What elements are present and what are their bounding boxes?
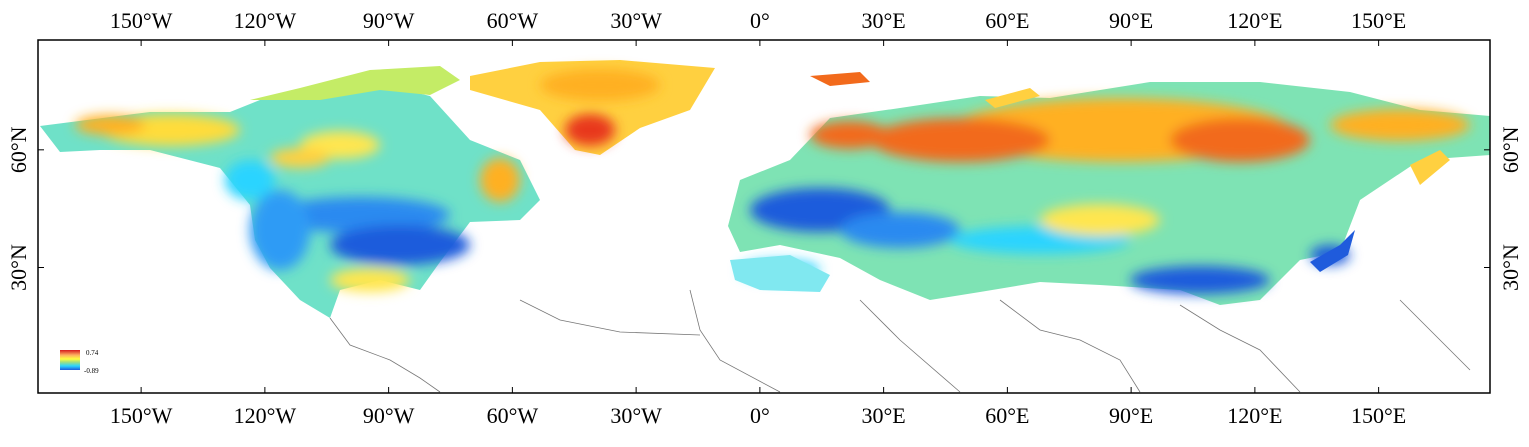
lon-tick-label-top: 0° (750, 8, 770, 33)
lon-tick-label-top: 120°W (234, 8, 297, 33)
lon-tick-label-bottom: 90°E (1109, 403, 1153, 428)
kamchatka-field (1410, 150, 1450, 185)
novaya-zemlya-field (985, 88, 1040, 108)
lon-tick-label-top: 30°W (610, 8, 662, 33)
lon-tick-label-bottom: 30°E (862, 403, 906, 428)
map-frame (37, 39, 1491, 394)
japan-field (1310, 230, 1355, 272)
lon-tick-label-bottom: 120°W (234, 403, 297, 428)
lon-tick-label-bottom: 120°E (1227, 403, 1282, 428)
lon-tick-label-bottom: 150°E (1351, 403, 1406, 428)
lon-tick-label-bottom: 30°W (610, 403, 662, 428)
legend-min-label: -0.89 (84, 367, 99, 375)
coastlines (329, 289, 1471, 393)
lat-tick-label-left: 60°N (6, 126, 31, 173)
lon-tick-label-top: 150°W (110, 8, 173, 33)
lon-tick-label-top: 60°W (487, 8, 539, 33)
greenland-field (470, 60, 715, 155)
legend-color-bar (60, 350, 80, 370)
lon-tick-label-top: 30°E (862, 8, 906, 33)
north-america-field (40, 84, 540, 318)
lat-tick-label-right: 30°N (1498, 244, 1523, 291)
lon-tick-label-top: 90°E (1109, 8, 1153, 33)
eurasia-field (728, 82, 1490, 305)
longitude-ticks: 150°W 150°W 120°W 120°W 90°W 90°W 60°W 60°W 30°W… (110, 8, 1406, 428)
svalbard-field (810, 72, 870, 86)
lon-tick-label-top: 60°E (985, 8, 1029, 33)
lon-tick-label-bottom: 0° (750, 403, 770, 428)
legend: 0.74 -0.89 (60, 349, 99, 375)
lon-tick-label-bottom: 60°W (487, 403, 539, 428)
arctic-islands-field (250, 66, 460, 100)
lon-tick-label-top: 120°E (1227, 8, 1282, 33)
lat-tick-label-left: 30°N (6, 244, 31, 291)
latitude-ticks: 60°N 60°N 30°N 30°N (6, 126, 1523, 290)
data-field (40, 60, 1490, 318)
lon-tick-label-bottom: 60°E (985, 403, 1029, 428)
lat-tick-label-right: 60°N (1498, 126, 1523, 173)
legend-max-label: 0.74 (86, 349, 99, 357)
north-africa-field (730, 255, 830, 292)
lon-tick-label-top: 150°E (1351, 8, 1406, 33)
lon-tick-label-bottom: 90°W (363, 403, 415, 428)
lon-tick-label-top: 90°W (363, 8, 415, 33)
lon-tick-label-bottom: 150°W (110, 403, 173, 428)
